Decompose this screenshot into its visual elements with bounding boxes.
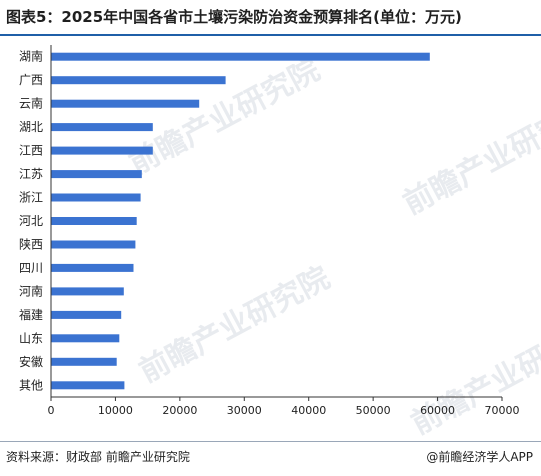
bar-8 [51, 240, 136, 249]
category-label: 广西 [19, 73, 43, 87]
bar-11 [51, 310, 122, 319]
x-tick-label: 60000 [420, 404, 455, 417]
bar-2 [51, 99, 200, 108]
category-label: 福建 [19, 307, 43, 322]
bar-14 [51, 381, 125, 390]
x-tick-label: 30000 [227, 404, 262, 417]
category-label: 陕西 [19, 237, 43, 252]
x-tick-label: 40000 [291, 404, 326, 417]
bar-12 [51, 334, 120, 343]
bar-10 [51, 287, 124, 296]
bar-1 [51, 76, 226, 85]
category-label: 四川 [19, 261, 43, 275]
bar-6 [51, 193, 141, 202]
category-label: 其他 [19, 378, 43, 392]
bar-9 [51, 263, 134, 272]
category-label: 湖南 [19, 49, 43, 64]
category-label: 浙江 [19, 191, 43, 205]
chart-title: 图表5：2025年中国各省市土壤污染防治资金预算排名(单位：万元) [6, 8, 462, 26]
category-label: 山东 [19, 331, 43, 345]
category-label: 云南 [19, 96, 43, 111]
bar-13 [51, 357, 117, 366]
category-label: 河南 [19, 283, 43, 298]
bar-3 [51, 123, 153, 132]
bar-0 [51, 52, 430, 61]
category-label: 湖北 [19, 119, 43, 134]
source-note: 资料来源：财政部 前瞻产业研究院 [6, 450, 190, 464]
category-label: 江苏 [19, 167, 43, 181]
x-tick-label: 50000 [356, 404, 391, 417]
x-tick-label: 20000 [162, 404, 197, 417]
x-tick-label: 10000 [98, 404, 133, 417]
credit-note: @前瞻经济学人APP [426, 450, 533, 464]
x-tick-label: 0 [48, 404, 55, 417]
footer-divider [0, 441, 541, 442]
title-underline [0, 34, 541, 36]
x-tick-label: 70000 [485, 404, 520, 417]
category-label: 安徽 [19, 354, 43, 369]
bar-5 [51, 170, 142, 179]
bar-4 [51, 146, 153, 155]
category-label: 江西 [19, 144, 43, 158]
bar-7 [51, 217, 137, 225]
category-label: 河北 [19, 214, 43, 228]
